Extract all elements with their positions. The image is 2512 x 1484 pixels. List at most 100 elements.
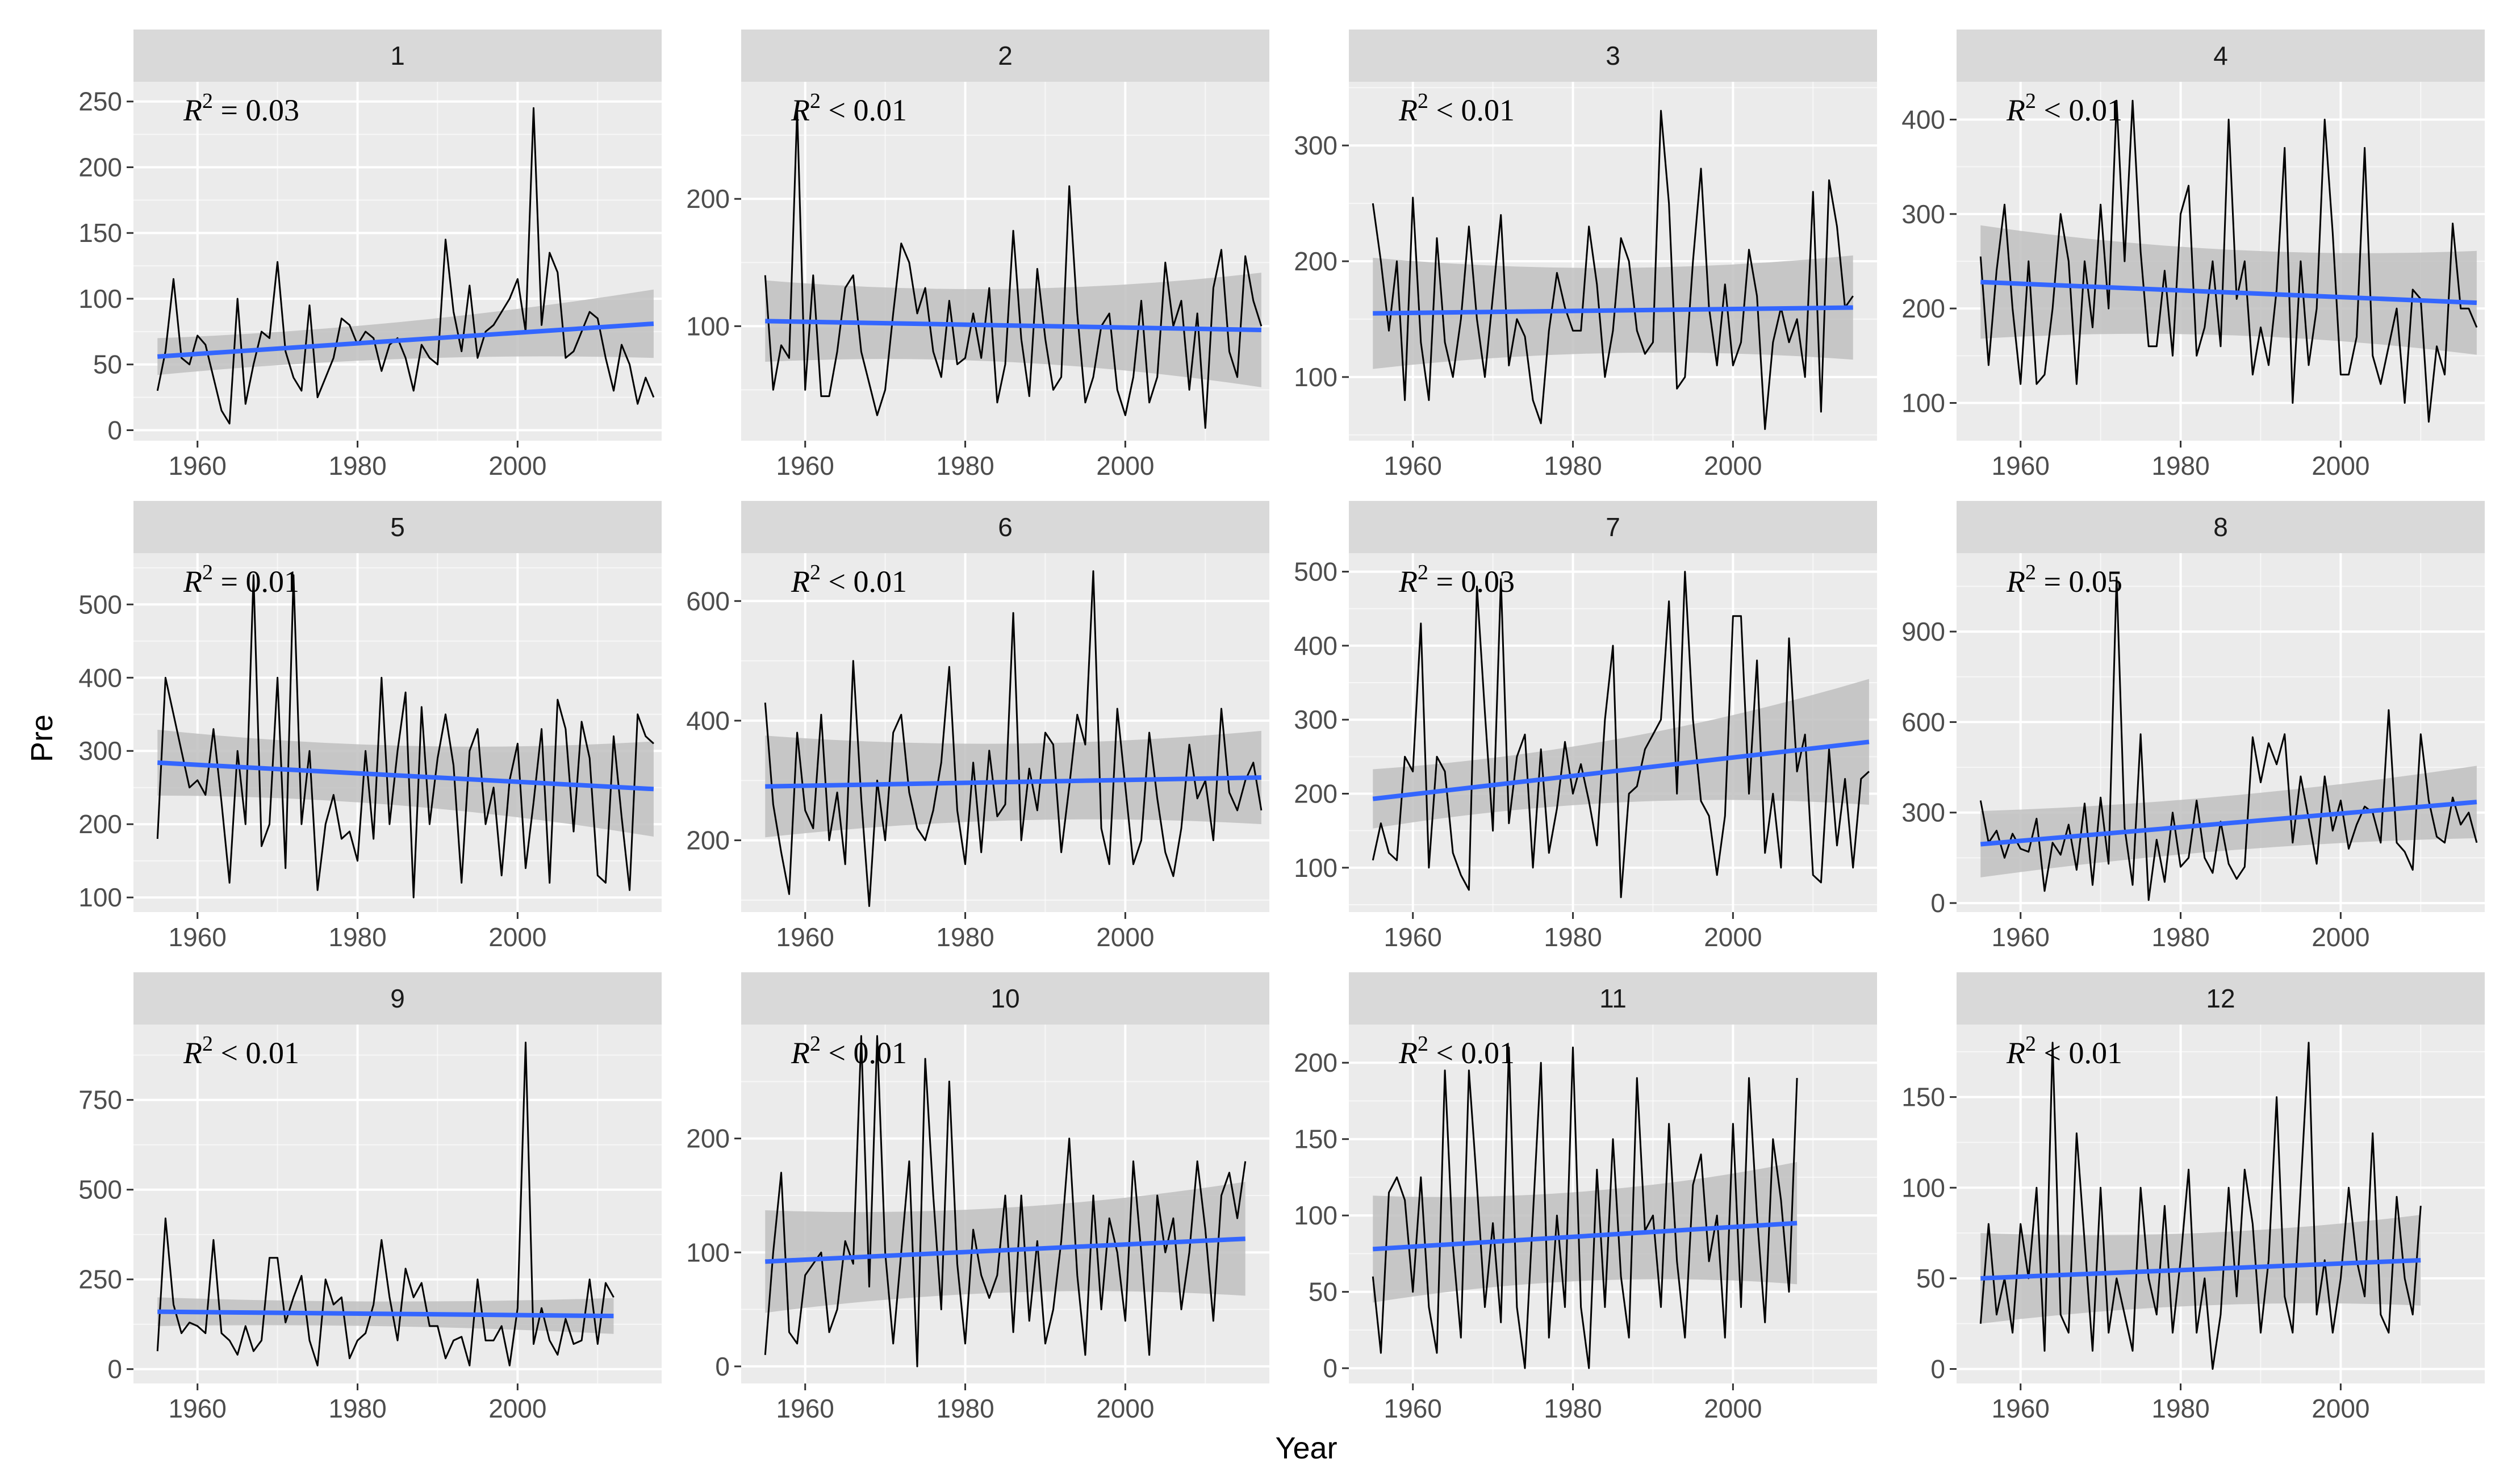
data-layer xyxy=(156,107,655,425)
x-tick-label: 2000 xyxy=(1096,922,1154,952)
panel-background xyxy=(741,82,1269,441)
trend-line xyxy=(1980,800,2477,847)
x-tick-label: 1980 xyxy=(1544,1394,1602,1423)
y-tick-label: 200 xyxy=(1294,246,1337,276)
panel-8: 8 1960 1980 2000 0 300 600 900 R2 = 0.05 xyxy=(1901,501,2485,952)
trend-line xyxy=(1980,279,2477,306)
y-tick-label: 100 xyxy=(1901,1173,1945,1202)
y-tick-label: 100 xyxy=(686,1238,730,1267)
facet-label: 11 xyxy=(1599,984,1627,1013)
r-symbol: R xyxy=(791,1036,810,1070)
confidence-band xyxy=(157,289,654,375)
facet-label: 6 xyxy=(998,512,1013,542)
x-tick-label: 1960 xyxy=(776,922,834,952)
facet-strip xyxy=(741,30,1269,82)
x-tick-label: 2000 xyxy=(2312,922,2369,952)
trend-line xyxy=(765,775,1261,789)
facet-label: 12 xyxy=(2206,984,2235,1013)
r-squared-annotation: R2 < 0.01 xyxy=(1398,1032,1515,1070)
y-tick-label: 150 xyxy=(78,218,122,248)
r-superscript: 2 xyxy=(2025,89,2036,113)
y-tick-label: 200 xyxy=(686,1124,730,1153)
r-value: < 0.01 xyxy=(821,93,907,127)
x-tick-label: 2000 xyxy=(1704,451,1762,480)
panel-10: 10 1960 1980 2000 0 100 200 R2 < 0.01 xyxy=(686,972,1269,1423)
x-tick-label: 1960 xyxy=(776,451,834,480)
y-tick-label: 300 xyxy=(78,736,122,766)
precip-series-line xyxy=(1979,1042,2422,1370)
r-value: < 0.01 xyxy=(1428,93,1515,127)
y-tick-label: 250 xyxy=(78,1265,122,1294)
trend-line xyxy=(157,1309,614,1319)
panel-12: 12 1960 1980 2000 0 50 100 150 R2 < 0.01 xyxy=(1901,972,2485,1423)
y-tick-label: 150 xyxy=(1901,1082,1945,1112)
facet-strip xyxy=(1957,501,2485,553)
facet-strip xyxy=(1349,972,1877,1025)
x-tick-label: 1980 xyxy=(936,451,994,480)
facet-strip xyxy=(741,972,1269,1025)
y-tick-label: 200 xyxy=(1901,294,1945,323)
panel-background xyxy=(741,553,1269,912)
x-tick-label: 2000 xyxy=(1096,451,1154,480)
precip-series-line xyxy=(1979,99,2478,423)
r-squared-annotation: R2 = 0.03 xyxy=(183,89,299,127)
x-tick-label: 1960 xyxy=(1992,451,2050,480)
y-tick-label: 0 xyxy=(715,1352,730,1381)
y-tick-label: 100 xyxy=(1294,853,1337,883)
x-tick-label: 1980 xyxy=(1544,922,1602,952)
facet-label: 10 xyxy=(990,984,1019,1013)
precip-series-line xyxy=(1372,1046,1798,1369)
trend-line xyxy=(1372,739,1870,801)
data-layer xyxy=(156,574,654,898)
precip-series-line xyxy=(1979,576,2478,901)
precip-series-line xyxy=(764,1035,1247,1368)
r-superscript: 2 xyxy=(2025,1032,2036,1056)
x-tick-label: 1980 xyxy=(936,922,994,952)
r-value: = 0.01 xyxy=(213,565,299,599)
facet-label: 2 xyxy=(998,41,1013,70)
facet-label: 9 xyxy=(390,984,405,1013)
y-tick-label: 200 xyxy=(78,809,122,839)
r-symbol: R xyxy=(1398,1036,1418,1070)
data-layer xyxy=(1979,99,2478,423)
y-tick-label: 750 xyxy=(78,1085,122,1115)
r-squared-annotation: R2 < 0.01 xyxy=(1398,89,1515,127)
r-value: = 0.03 xyxy=(213,93,299,127)
r-value: = 0.05 xyxy=(2036,565,2122,599)
r-symbol: R xyxy=(791,565,810,599)
y-tick-label: 400 xyxy=(1901,105,1945,135)
x-tick-label: 1960 xyxy=(169,451,227,480)
panel-background xyxy=(133,553,662,912)
facet-label: 3 xyxy=(1606,41,1620,70)
y-tick-label: 100 xyxy=(1294,1201,1337,1230)
r-symbol: R xyxy=(791,93,810,127)
x-tick-label: 2000 xyxy=(2312,451,2369,480)
x-tick-label: 1980 xyxy=(328,1394,386,1423)
precip-series-line xyxy=(1372,571,1870,898)
panel-3: 3 1960 1980 2000 100 200 300 R2 < 0.01 xyxy=(1294,30,1877,480)
data-layer xyxy=(764,1035,1247,1368)
r-value: < 0.01 xyxy=(213,1036,299,1070)
facet-label: 8 xyxy=(2213,512,2228,542)
facet-label: 1 xyxy=(390,41,405,70)
x-tick-label: 2000 xyxy=(1704,922,1762,952)
r-superscript: 2 xyxy=(202,1032,213,1056)
y-tick-label: 200 xyxy=(1294,779,1337,809)
y-tick-label: 100 xyxy=(1294,362,1337,392)
trend-line xyxy=(157,760,654,792)
x-tick-label: 1960 xyxy=(1992,1394,2050,1423)
x-tick-label: 2000 xyxy=(1704,1394,1762,1423)
r-symbol: R xyxy=(2006,1036,2025,1070)
y-tick-label: 900 xyxy=(1901,617,1945,646)
facet-strip xyxy=(1349,501,1877,553)
r-superscript: 2 xyxy=(202,561,213,584)
r-value: < 0.01 xyxy=(821,565,907,599)
precip-series-line xyxy=(764,570,1263,907)
facet-strip xyxy=(133,30,662,82)
y-tick-label: 400 xyxy=(78,663,122,692)
y-tick-label: 150 xyxy=(1294,1125,1337,1154)
panel-5: 5 1960 1980 2000 100 200 300 400 500 R2 = 0.01 xyxy=(78,501,662,952)
y-tick-label: 100 xyxy=(78,883,122,912)
panel-9: 9 1960 1980 2000 0 250 500 750 R2 < 0.01 xyxy=(78,972,662,1423)
